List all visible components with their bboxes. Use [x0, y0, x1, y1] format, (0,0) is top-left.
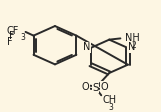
Text: S: S — [92, 83, 99, 93]
Text: 3: 3 — [108, 103, 113, 112]
Text: F: F — [7, 37, 12, 47]
Text: F: F — [9, 31, 15, 41]
Text: CF: CF — [7, 26, 19, 36]
Text: CH: CH — [103, 95, 117, 105]
Text: N: N — [83, 42, 91, 52]
Text: 2: 2 — [132, 41, 137, 50]
Text: N: N — [128, 42, 135, 52]
Text: O: O — [101, 82, 108, 92]
Text: NH: NH — [125, 33, 140, 43]
Text: O: O — [81, 82, 89, 92]
Text: 3: 3 — [20, 33, 25, 42]
